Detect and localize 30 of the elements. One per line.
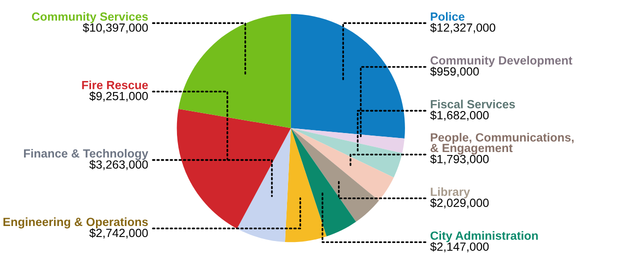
pie-slice (178, 14, 291, 128)
pie-slice (290, 128, 402, 178)
data-label: $9,251,000 (89, 91, 148, 102)
pie-slice (237, 128, 291, 242)
data-label: $10,397,000 (82, 22, 148, 34)
data-label: $959,000 (430, 66, 479, 77)
data-label: $2,029,000 (430, 198, 489, 208)
data-label: $1,682,000 (430, 110, 489, 121)
slice-label: City Administration (430, 231, 538, 242)
pie-slice (290, 128, 379, 222)
slice-label: Library (430, 187, 470, 198)
pie-slice (176, 108, 291, 229)
slice-label: People, Communications, & Engagement (430, 132, 574, 155)
slice-label: Finance & Technology (24, 148, 148, 160)
pie-slice (290, 128, 394, 201)
slice-label: Police (430, 12, 464, 21)
slice-label: Fiscal Services (430, 100, 515, 108)
slice-label: Fire Rescue (82, 80, 148, 90)
data-label: $1,793,000 (430, 154, 489, 165)
pie-slice (284, 128, 327, 242)
data-label: $12,327,000 (430, 22, 496, 34)
data-label: $3,263,000 (89, 160, 148, 170)
data-label: $2,742,000 (89, 228, 148, 239)
slice-label: Engineering & Operations (3, 217, 148, 228)
pie-slice (290, 14, 405, 139)
slice-label: Community Services (32, 12, 148, 24)
pie-slice (290, 128, 356, 236)
pie-slice (290, 128, 404, 154)
data-label: $2,147,000 (430, 242, 489, 252)
slice-label: Community Development (430, 56, 572, 67)
